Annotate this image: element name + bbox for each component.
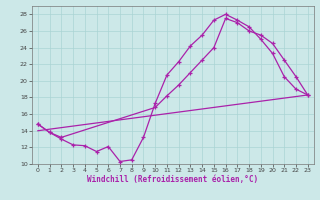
X-axis label: Windchill (Refroidissement éolien,°C): Windchill (Refroidissement éolien,°C) xyxy=(87,175,258,184)
